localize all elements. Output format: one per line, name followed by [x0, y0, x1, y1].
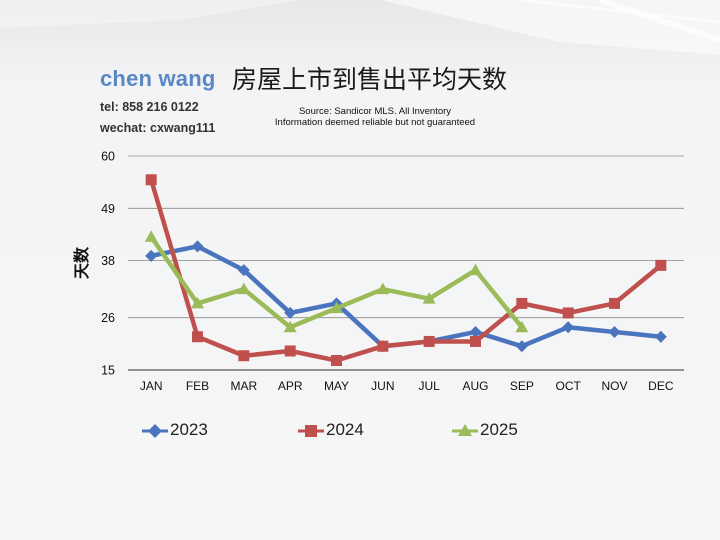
- disclaimer-note: Information deemed reliable but not guar…: [274, 117, 476, 128]
- brand-name: chen wang: [100, 66, 216, 91]
- x-tick-label: FEB: [186, 379, 209, 393]
- x-tick-label: OCT: [555, 379, 581, 393]
- data-point-square: [655, 259, 667, 271]
- legend-label: 2025: [480, 420, 518, 439]
- data-point-square: [192, 331, 203, 343]
- data-point-square: [145, 174, 157, 186]
- contact-tel: tel: 858 216 0122: [100, 100, 199, 114]
- data-point-square: [377, 340, 389, 352]
- source-note: Source: Sandicor MLS. All Inventory: [298, 106, 452, 117]
- data-point-diamond: [237, 264, 250, 277]
- x-tick-label: JAN: [140, 379, 163, 393]
- data-point-triangle: [469, 263, 482, 276]
- data-point-square: [331, 354, 342, 366]
- x-tick-label: JUL: [418, 379, 440, 393]
- data-point-diamond: [654, 330, 667, 343]
- y-tick-label: 49: [101, 202, 115, 216]
- data-point-triangle: [144, 230, 158, 242]
- data-point-diamond: [562, 321, 575, 334]
- data-point-triangle: [376, 282, 390, 295]
- series-line-2024: [148, 177, 664, 363]
- legend-item-2024: 2024: [296, 420, 364, 442]
- data-point-square: [284, 345, 296, 357]
- legend-item-2025: 2025: [450, 420, 518, 442]
- legend-marker-triangle-icon: [452, 424, 478, 436]
- y-tick-label: 60: [101, 150, 115, 164]
- data-point-diamond: [191, 240, 204, 253]
- x-tick-label: MAR: [230, 379, 257, 393]
- x-tick-label: NOV: [601, 379, 627, 393]
- legend-item-2023: 2023: [140, 420, 208, 442]
- x-tick-label: APR: [278, 379, 303, 393]
- contact-wechat: wechat: cxwang111: [100, 121, 216, 135]
- data-point-square: [516, 297, 528, 309]
- data-point-square: [238, 350, 250, 362]
- legend-label: 2024: [326, 420, 364, 439]
- data-point-triangle: [237, 282, 251, 295]
- x-tick-label: SEP: [510, 379, 534, 393]
- data-point-square: [470, 335, 481, 347]
- data-point-diamond: [608, 325, 621, 338]
- data-point-square: [562, 307, 574, 319]
- data-point-triangle: [191, 296, 204, 309]
- y-tick-label: 15: [101, 364, 115, 378]
- chart-title: 房屋上市到售出平均天数: [232, 65, 508, 94]
- data-point-diamond: [145, 249, 158, 262]
- y-tick-label: 26: [101, 311, 115, 325]
- data-point-square: [423, 335, 435, 347]
- y-axis-label: 天数: [72, 246, 91, 279]
- x-tick-label: JUN: [371, 379, 394, 393]
- data-point-square: [609, 297, 620, 309]
- x-tick-label: DEC: [648, 379, 674, 393]
- data-point-triangle: [330, 301, 343, 314]
- x-tick-label: AUG: [462, 379, 488, 393]
- data-point-diamond: [515, 340, 528, 353]
- legend-label: 2023: [170, 420, 208, 439]
- data-point-diamond: [469, 325, 482, 338]
- y-tick-label: 38: [101, 254, 115, 268]
- legend-marker-square-icon: [298, 425, 324, 437]
- x-tick-label: MAY: [324, 379, 349, 393]
- data-point-triangle: [515, 320, 529, 333]
- data-point-diamond: [284, 306, 297, 319]
- data-point-triangle: [422, 292, 436, 304]
- data-point-triangle: [283, 320, 297, 333]
- legend-marker-diamond-icon: [142, 424, 168, 438]
